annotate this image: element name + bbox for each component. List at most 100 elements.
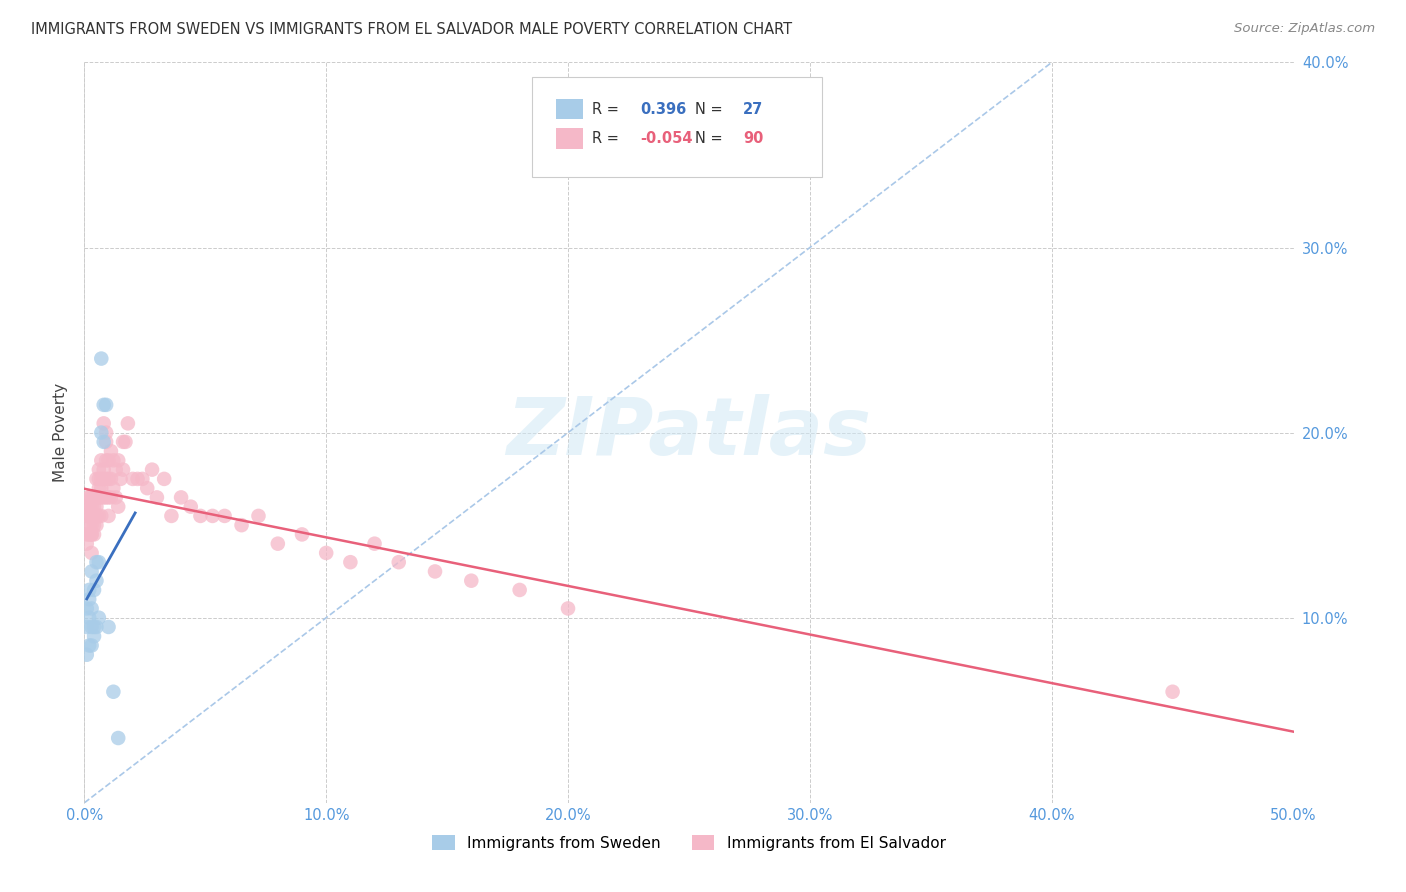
- Point: [114, 434, 136, 449]
- Point: [363, 536, 385, 550]
- Point: [77, 491, 100, 505]
- Point: [83, 500, 105, 514]
- Point: [87, 462, 110, 476]
- Point: [460, 574, 482, 588]
- Point: [90, 508, 112, 523]
- Point: [104, 462, 127, 476]
- Point: [423, 565, 446, 579]
- Point: [1161, 685, 1184, 699]
- Point: [86, 491, 108, 505]
- Point: [80, 508, 103, 523]
- Point: [93, 472, 115, 486]
- Point: [97, 620, 120, 634]
- Point: [339, 555, 361, 569]
- Point: [112, 462, 135, 476]
- Point: [97, 472, 120, 486]
- Text: ZIPatlas: ZIPatlas: [506, 393, 872, 472]
- Point: [94, 425, 117, 440]
- Point: [83, 491, 105, 505]
- Point: [160, 508, 183, 523]
- Point: [94, 434, 117, 449]
- Point: [190, 508, 212, 523]
- Point: [80, 518, 103, 533]
- Text: 27: 27: [744, 102, 763, 117]
- Point: [83, 527, 105, 541]
- Point: [100, 444, 122, 458]
- Point: [77, 582, 100, 597]
- Point: [104, 491, 127, 505]
- Point: [83, 518, 105, 533]
- Point: [83, 629, 105, 643]
- Point: [80, 491, 103, 505]
- Point: [80, 565, 103, 579]
- Point: [509, 582, 531, 597]
- Point: [127, 472, 149, 486]
- Point: [76, 500, 98, 514]
- Point: [94, 472, 117, 486]
- Point: [267, 536, 290, 550]
- Point: [83, 508, 105, 523]
- Point: [80, 546, 103, 560]
- Point: [80, 527, 103, 541]
- Point: [87, 555, 110, 569]
- Point: [87, 508, 110, 523]
- Point: [83, 582, 105, 597]
- Point: [76, 536, 98, 550]
- Text: Source: ZipAtlas.com: Source: ZipAtlas.com: [1234, 22, 1375, 36]
- Point: [100, 472, 122, 486]
- Point: [94, 453, 117, 467]
- Point: [87, 491, 110, 505]
- Point: [107, 731, 129, 745]
- Text: N =: N =: [695, 102, 727, 117]
- Text: R =: R =: [592, 131, 624, 146]
- Point: [214, 508, 236, 523]
- Point: [121, 472, 143, 486]
- Point: [93, 434, 115, 449]
- Point: [87, 481, 110, 495]
- Point: [110, 472, 132, 486]
- Point: [77, 639, 100, 653]
- Point: [103, 453, 125, 467]
- Point: [201, 508, 224, 523]
- Point: [87, 610, 110, 624]
- Point: [136, 481, 159, 495]
- Point: [77, 592, 100, 607]
- Point: [93, 491, 115, 505]
- Point: [80, 527, 103, 541]
- Point: [93, 462, 115, 476]
- Point: [90, 491, 112, 505]
- Point: [86, 555, 108, 569]
- Point: [76, 508, 98, 523]
- Point: [170, 491, 193, 505]
- Point: [107, 500, 129, 514]
- Text: 90: 90: [744, 131, 763, 146]
- Point: [76, 527, 98, 541]
- Point: [90, 481, 112, 495]
- Text: R =: R =: [592, 102, 624, 117]
- Point: [117, 417, 139, 431]
- Point: [77, 500, 100, 514]
- Point: [557, 601, 579, 615]
- Point: [90, 425, 112, 440]
- Point: [80, 620, 103, 634]
- Point: [315, 546, 337, 560]
- Point: [86, 518, 108, 533]
- Point: [180, 500, 202, 514]
- Point: [77, 518, 100, 533]
- Point: [97, 508, 120, 523]
- Text: -0.054: -0.054: [641, 131, 693, 146]
- FancyBboxPatch shape: [531, 78, 823, 178]
- Point: [153, 472, 176, 486]
- Point: [77, 527, 100, 541]
- Point: [94, 398, 117, 412]
- Point: [388, 555, 411, 569]
- FancyBboxPatch shape: [555, 99, 582, 120]
- Point: [103, 685, 125, 699]
- FancyBboxPatch shape: [555, 128, 582, 149]
- Point: [87, 472, 110, 486]
- Text: 0.396: 0.396: [641, 102, 686, 117]
- Point: [86, 472, 108, 486]
- Point: [93, 417, 115, 431]
- Point: [80, 601, 103, 615]
- Point: [93, 398, 115, 412]
